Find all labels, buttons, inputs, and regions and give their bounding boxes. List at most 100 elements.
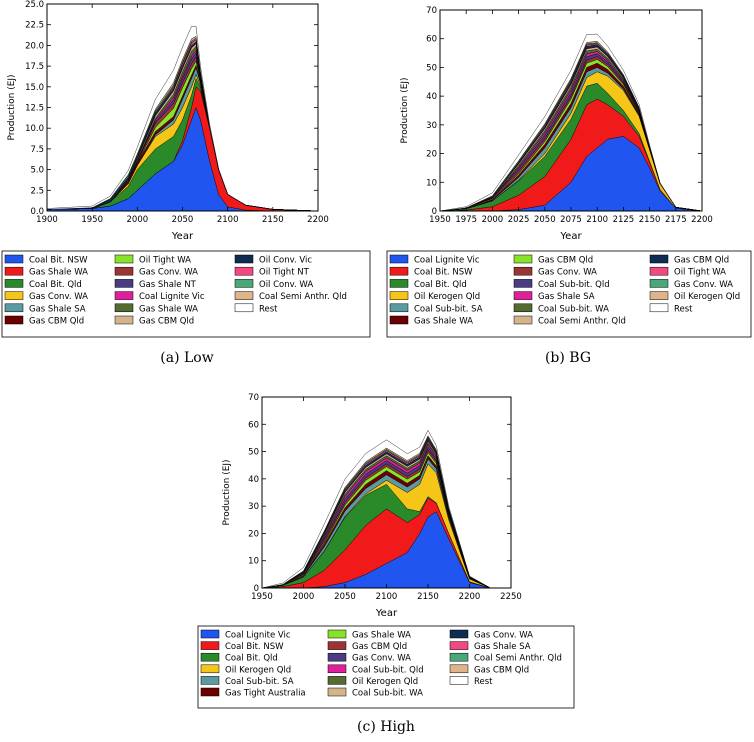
legend-label: Gas Shale SA (29, 304, 86, 314)
x-axis-label: Year (171, 231, 194, 242)
x-tick-label: 2050 (534, 215, 556, 225)
x-tick-label: 1950 (251, 592, 273, 602)
legend-label: Gas Conv. WA (139, 268, 198, 278)
y-tick-label: 70 (248, 393, 259, 403)
legend-label: Gas Shale WA (414, 317, 473, 327)
x-tick-label: 2000 (127, 215, 149, 225)
x-tick-label: 2125 (613, 215, 635, 225)
y-tick-label: 25.0 (25, 0, 44, 10)
x-tick-label: 2075 (560, 215, 582, 225)
y-tick-label: 20.0 (25, 41, 44, 51)
legend-swatch (234, 266, 254, 276)
y-tick-label: 5.0 (30, 166, 44, 176)
legend-label: Gas Shale NT (139, 280, 197, 290)
legend-label: Coal Semi Anthr. Qld (474, 654, 562, 664)
legend-swatch (114, 315, 134, 325)
x-tick-label: 2200 (307, 215, 329, 225)
x-tick-label: 2000 (482, 215, 504, 225)
caption-bg: (b) BG (545, 350, 591, 366)
legend-swatch (4, 266, 24, 276)
legend-label: Gas CBM Qld (674, 256, 729, 266)
caption-low: (a) Low (160, 350, 213, 366)
legend-swatch (114, 279, 134, 288)
x-tick-label: 2100 (217, 215, 239, 225)
legend-label: Coal Lignite Vic (414, 256, 480, 266)
legend-swatch (234, 254, 254, 264)
legend-swatch (389, 279, 409, 288)
legend-label: Coal Sub-bit. WA (538, 304, 609, 314)
legend-label: Gas Shale WA (139, 304, 198, 314)
legend-label: Coal Bit. NSW (29, 256, 88, 266)
legend-swatch (513, 315, 533, 325)
legend-swatch (200, 652, 220, 662)
x-tick-label: 2150 (417, 592, 439, 602)
y-tick-label: 0 (432, 207, 437, 217)
legend-swatch (513, 266, 533, 276)
legend-swatch (389, 266, 409, 276)
legend-label: Oil Conv. Vic (259, 256, 312, 266)
y-tick-label: 2.5 (30, 186, 44, 196)
legend-swatch (114, 266, 134, 276)
legend-label: Coal Bit. Qld (29, 280, 82, 290)
legend-swatch (114, 303, 134, 313)
y-tick-label: 17.5 (25, 62, 44, 72)
chart-low: 1900 1950 2000 2050 2100 2150 2200 0.0 2.5 5.0 7.5… (7, 0, 329, 242)
y-tick-label: 50 (426, 63, 437, 73)
legend-swatch (449, 664, 469, 674)
y-tick-label: 22.5 (25, 21, 44, 31)
x-axis-label: Year (375, 608, 398, 619)
y-tick-label: 40 (248, 475, 259, 485)
legend-label: Coal Sub-bit. Qld (538, 280, 610, 290)
legend-swatch (389, 315, 409, 325)
legend-swatch (513, 279, 533, 288)
legend-label: Oil Tight NT (259, 268, 310, 278)
legend-label: Gas CBM Qld (29, 317, 84, 327)
legend-swatch (327, 629, 347, 639)
y-tick-label: 20 (248, 529, 259, 539)
legend-swatch (513, 254, 533, 264)
y-tick-label: 10.0 (25, 124, 44, 134)
legend-label: Coal Bit. NSW (414, 268, 473, 278)
legend-label: Oil Conv. WA (259, 280, 313, 290)
legend-label: Gas Conv. WA (352, 654, 411, 664)
x-tick-label: 2025 (508, 215, 530, 225)
area-series-16 (46, 26, 319, 212)
x-tick-label: 1900 (36, 215, 58, 225)
x-tick-label: 2200 (459, 592, 481, 602)
legend-label: Gas Shale SA (474, 642, 531, 652)
legend-swatch (649, 279, 669, 288)
legend-label: Coal Semi Anthr. Qld (538, 317, 626, 327)
y-tick-label: 0.0 (30, 207, 44, 217)
legend-label: Rest (674, 304, 693, 314)
legend-label: Coal Sub-bit. SA (225, 677, 294, 687)
x-tick-label: 1950 (429, 215, 451, 225)
legend-swatch (513, 303, 533, 313)
y-tick-label: 30 (248, 502, 259, 512)
legend-swatch (327, 676, 347, 685)
legend-label: Oil Kerogen Qld (674, 292, 740, 302)
y-tick-label: 12.5 (25, 104, 44, 114)
legend-swatch (513, 291, 533, 300)
legend-label: Gas Conv. WA (538, 268, 597, 278)
y-tick-label: 70 (426, 6, 437, 16)
legend-box (386, 250, 752, 338)
legend-label: Rest (474, 677, 493, 687)
legend-swatch (649, 303, 669, 313)
chart-high: 1950 2000 2050 2100 2150 2200 2250 0 10 20 30 40 50 6… (222, 393, 522, 619)
legend-label: Coal Sub-bit. WA (352, 689, 423, 699)
y-tick-label: 15.0 (25, 83, 44, 93)
x-tick-label: 2100 (376, 592, 398, 602)
x-tick-label: 1950 (81, 215, 103, 225)
legend-swatch (200, 664, 220, 674)
legend-swatch (389, 303, 409, 313)
legend-swatch (449, 676, 469, 685)
legend-swatch (649, 291, 669, 300)
legend-bg: Coal Lignite Vic Coal Bit. NSW Coal Bit. Q… (386, 250, 752, 338)
y-tick-label: 40 (426, 92, 437, 102)
x-tick-label: 1975 (455, 215, 477, 225)
legend-label: Gas Conv. WA (29, 292, 88, 302)
x-tick-label: 2000 (293, 592, 315, 602)
legend-swatch (114, 291, 134, 300)
legend-label: Coal Sub-bit. Qld (352, 665, 424, 675)
